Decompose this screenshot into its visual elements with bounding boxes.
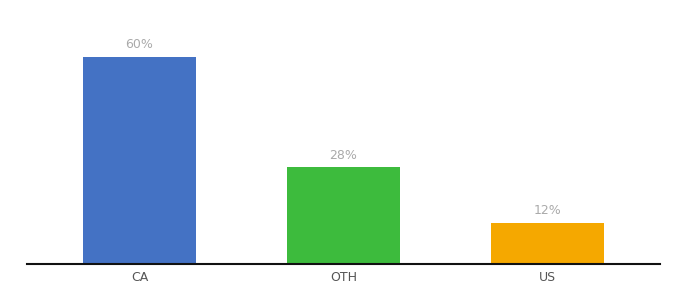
Text: 12%: 12% xyxy=(534,204,561,217)
Bar xyxy=(492,223,604,264)
Text: 28%: 28% xyxy=(330,149,357,162)
Bar xyxy=(83,56,196,264)
Bar xyxy=(287,167,400,264)
Text: 60%: 60% xyxy=(126,38,153,51)
